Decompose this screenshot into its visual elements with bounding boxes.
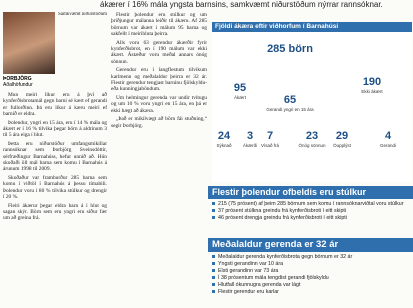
bullet: Meðalaldur gerenda kynferðisbrota gegn b… — [212, 254, 412, 261]
paragraph: Mun meiri líkur eru á því að kynferðisbr… — [3, 92, 107, 118]
bullet: Hlutfall ókunnugra gerenda var lágt — [212, 282, 412, 289]
paragraph: Þetta eru niðurstöður umfangsmikillar ra… — [3, 141, 107, 173]
section-title: Meðalaldur gerenda er 32 ár — [208, 238, 413, 252]
photo — [3, 12, 55, 74]
paragraph: Skoðaður var framburður 285 barna sem ko… — [3, 175, 107, 201]
paragraph: Fleiri ákærur þegar eldra barn á í hlut … — [3, 203, 107, 222]
root-value: 285 börn — [267, 43, 313, 55]
bullet: 37 prósent stúlkna greindu frá kynferðis… — [212, 208, 412, 215]
column: Flestir þolendur eru stúlkur og um þriðj… — [111, 12, 207, 306]
paragraph: Um helmingur gerenda var undir tvítugu o… — [111, 95, 207, 114]
paragraph: Gerendur eru í langflestum tilvikum karl… — [111, 67, 207, 93]
leaf-value: 29 — [336, 130, 348, 142]
node-value: 65 — [284, 94, 296, 106]
leaf-label: Óupplýst — [333, 142, 352, 148]
paragraph: Flestir þolendur eru stúlkur og um þriðj… — [111, 12, 207, 38]
paragraph: „Það er mikilvægt að börn fái stuðning,“… — [111, 116, 207, 129]
bullet: 46 prósent drengja greindu frá kynferðis… — [212, 215, 412, 222]
leaf-label: Sýknað — [216, 142, 232, 148]
bullet-list: 215 (75 prósent) af þeim 285 börnum sem … — [212, 201, 412, 222]
leaf-value: 7 — [267, 130, 273, 142]
node-label: Ákært — [234, 94, 247, 100]
bullet: Í 38 prósentum mála tengdist gerandi fjö… — [212, 275, 412, 282]
node-label: Gerandi yngri en 15 ára — [266, 107, 314, 112]
leaf-label: Vísað frá — [261, 142, 280, 148]
caption-role: Aðalhöfundur — [3, 82, 33, 88]
leaf-label: Ónóg sönnun — [298, 142, 326, 148]
paragraph: Þolendur, yngri en 15 ára, eru í 14 % má… — [3, 120, 107, 139]
leaf-value: 23 — [306, 130, 318, 142]
headline: ákærer í 16% mála yngsta barnsins, samkv… — [100, 0, 413, 9]
leaf-label: Ákærði — [243, 142, 257, 148]
byline: Samkvæmt niðurstöðum — [58, 12, 110, 74]
node-value: 95 — [234, 82, 246, 94]
leaf-value: 24 — [218, 130, 231, 142]
section-title: Flestir þolendur ofbeldis eru stúlkur — [208, 186, 413, 199]
bullet: Elsti gerandinn var 73 ára — [212, 268, 412, 275]
leaf-label: Gerandi — [380, 143, 396, 148]
leaf-value: 4 — [385, 130, 392, 142]
leaf-value: 3 — [247, 130, 253, 142]
bullet-list: Meðalaldur gerenda kynferðisbrota gegn b… — [212, 254, 412, 296]
node-label: Ekki ákært — [361, 89, 383, 94]
bullet: Yngsti gerandinn var 10 ára — [212, 261, 412, 268]
infographic-title: Fjöldi ákæra eftir viðhorfum í Barnahúsi — [212, 22, 412, 32]
node-value: 190 — [363, 76, 381, 88]
bullet: Flestir gerendur eru karlar — [212, 289, 412, 296]
paragraph: Alls voru 63 gerendur ákærðir fyrir kynf… — [111, 40, 207, 66]
bullet: 215 (75 prósent) af þeim 285 börnum sem … — [212, 201, 412, 208]
column: Mun meiri líkur eru á því að kynferðisbr… — [3, 92, 107, 306]
page: ákærer í 16% mála yngsta barnsins, samkv… — [0, 0, 413, 308]
